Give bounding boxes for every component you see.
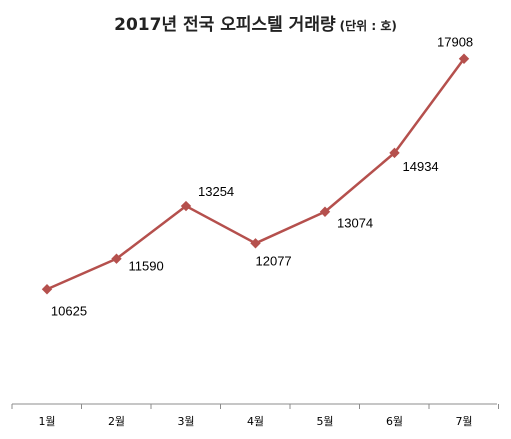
x-tick-label: 4월: [247, 415, 264, 428]
chart-title: 2017년 전국 오피스텔 거래량 (단위 : 호): [0, 10, 511, 35]
data-label: 13074: [337, 216, 373, 231]
data-label: 14934: [403, 159, 439, 174]
data-label: 12077: [256, 253, 292, 268]
data-label: 17908: [437, 35, 473, 50]
data-label: 13254: [198, 184, 234, 199]
data-label: 11590: [129, 259, 164, 274]
x-tick-label: 7월: [455, 415, 472, 428]
x-tick-label: 1월: [38, 415, 55, 428]
data-point-marker: [389, 147, 400, 159]
data-point-marker: [458, 53, 470, 64]
x-tick-label: 2월: [108, 415, 125, 428]
x-tick-label: 5월: [316, 415, 333, 428]
x-tick-label: 6월: [386, 415, 403, 428]
data-point-marker: [250, 238, 261, 249]
chart-unit-note: (단위 : 호): [339, 19, 397, 33]
data-point-marker: [41, 284, 53, 295]
data-point-marker: [111, 253, 122, 264]
data-point-marker: [319, 206, 331, 217]
data-point-marker: [180, 200, 192, 212]
x-tick-label: 3월: [177, 415, 194, 428]
data-label: 10625: [51, 303, 87, 318]
chart-title-text: 2017년 전국 오피스텔 거래량: [114, 15, 336, 35]
